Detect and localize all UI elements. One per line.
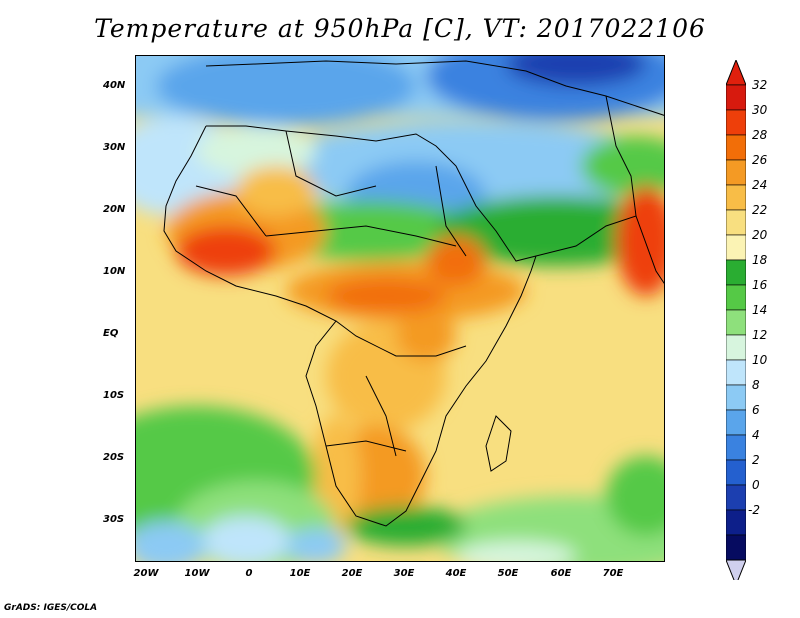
colorbar-label-20: 20 [752, 228, 768, 242]
colorbar-swatch [726, 359, 746, 386]
colorbar [726, 60, 746, 580]
colorbar-swatch [726, 209, 746, 236]
temperature-shading [136, 56, 664, 561]
colorbar-swatch [726, 309, 746, 336]
colorbar-label-10: 10 [752, 353, 768, 367]
lon-label-20w: 20W [133, 568, 159, 579]
lon-label-50e: 50E [497, 568, 519, 579]
colorbar-label-28: 28 [752, 128, 768, 142]
colorbar-swatch [726, 409, 746, 436]
lat-label-20s: 20S [103, 452, 125, 463]
lat-label-10s: 10S [103, 390, 125, 401]
colorbar-swatch [726, 434, 746, 461]
colorbar-swatch [726, 234, 746, 261]
lon-label-70e: 70E [602, 568, 624, 579]
colorbar-swatch [726, 184, 746, 211]
colorbar-label-minus2: -2 [748, 503, 760, 517]
colorbar-label-18: 18 [752, 253, 768, 267]
colorbar-label-22: 22 [752, 203, 768, 217]
colorbar-label-8: 8 [752, 378, 760, 392]
lat-label-40n: 40N [103, 80, 126, 91]
lat-label-30s: 30S [103, 514, 125, 525]
lat-label-30n: 30N [103, 142, 126, 153]
colorbar-swatch [726, 334, 746, 361]
colorbar-label-2: 2 [752, 453, 760, 467]
colorbar-label-16: 16 [752, 278, 768, 292]
colorbar-label-12: 12 [752, 328, 768, 342]
lon-label-0: 0 [245, 568, 253, 579]
colorbar-swatch [726, 159, 746, 186]
lon-label-10e: 10E [289, 568, 311, 579]
lat-label-10n: 10N [103, 266, 126, 277]
lon-label-60e: 60E [550, 568, 572, 579]
temperature-map [135, 55, 665, 562]
colorbar-swatch [726, 134, 746, 161]
colorbar-label-24: 24 [752, 178, 768, 192]
lon-label-40e: 40E [445, 568, 467, 579]
colorbar-label-14: 14 [752, 303, 768, 317]
colorbar-label-4: 4 [752, 428, 760, 442]
colorbar-swatch [726, 534, 746, 561]
lat-label-eq: EQ [103, 328, 119, 339]
lon-label-10w: 10W [184, 568, 210, 579]
colorbar-swatch [726, 84, 746, 111]
colorbar-swatch [726, 459, 746, 486]
lat-label-20n: 20N [103, 204, 126, 215]
colorbar-swatch [726, 384, 746, 411]
lon-label-20e: 20E [341, 568, 363, 579]
colorbar-swatch [726, 109, 746, 136]
colorbar-swatch [726, 259, 746, 286]
colorbar-over-arrow [726, 60, 746, 86]
colorbar-under-arrow [726, 559, 746, 580]
colorbar-label-30: 30 [752, 103, 768, 117]
lon-label-30e: 30E [393, 568, 415, 579]
colorbar-swatch [726, 484, 746, 511]
grads-credit: GrADS: IGES/COLA [4, 603, 98, 613]
coastlines [163, 60, 664, 527]
colorbar-label-0: 0 [752, 478, 760, 492]
colorbar-label-26: 26 [752, 153, 768, 167]
map-title: Temperature at 950hPa [C], VT: 201702210… [94, 14, 706, 43]
colorbar-swatch [726, 509, 746, 536]
colorbar-label-32: 32 [752, 78, 768, 92]
colorbar-label-6: 6 [752, 403, 760, 417]
colorbar-swatch [726, 284, 746, 311]
